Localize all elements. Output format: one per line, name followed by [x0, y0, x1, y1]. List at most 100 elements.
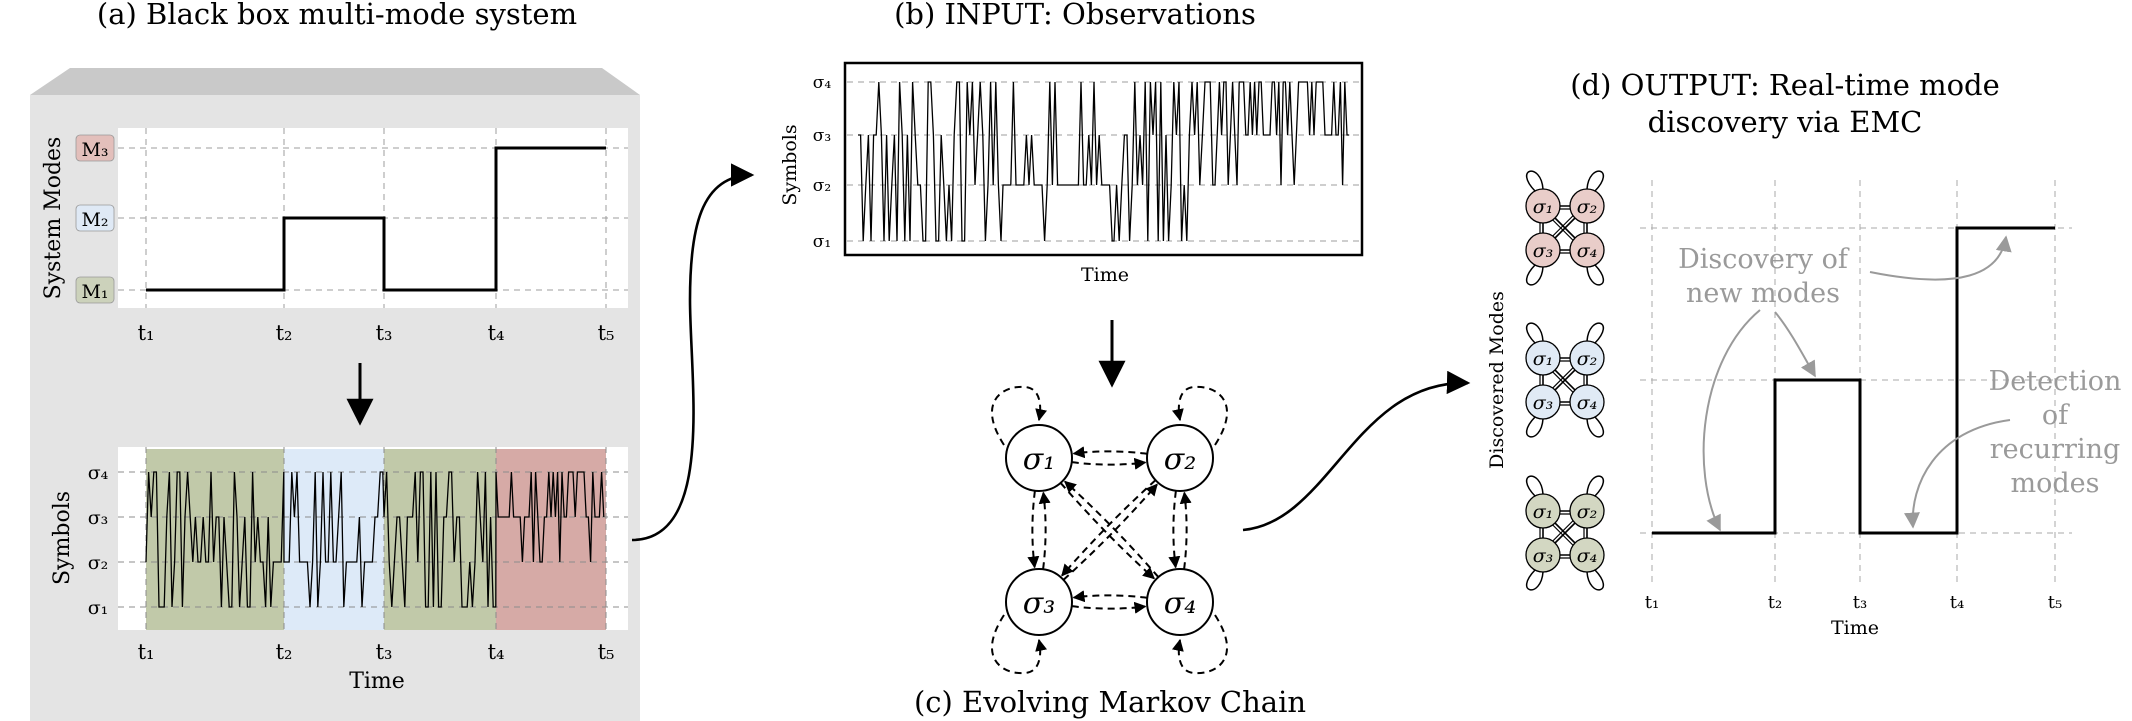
- annotation-arrow-3: [1869, 235, 2012, 281]
- box-top-bevel: [30, 68, 640, 95]
- mini-self-loop: [1586, 416, 1605, 438]
- time-axis-label-a: Time: [349, 669, 405, 694]
- mini-self-loop: [1525, 475, 1544, 497]
- discovered-time-ticks: t₁ t₂ t₃ t₄ t₅: [1645, 592, 2062, 613]
- mini-self-loop: [1525, 416, 1544, 438]
- panel-b-title: (b) INPUT: Observations: [894, 0, 1256, 31]
- mode-badge: [75, 276, 115, 304]
- mini-self-loop: [1586, 322, 1605, 344]
- symbol-tick-label: σ₃: [88, 507, 109, 529]
- annotation-arrow-4: [1904, 419, 2011, 529]
- mini-state-label: σ₂: [1577, 501, 1598, 523]
- transition-arrow: [1168, 490, 1181, 569]
- symbol-series-a: [145, 471, 605, 608]
- transition-arrow: [1071, 601, 1147, 614]
- annotation-detection-line2: of: [2042, 400, 2070, 431]
- annotation-detection-line3: recurring: [1990, 434, 2121, 465]
- state-node: [1146, 568, 1214, 636]
- observation-symbol-ticks: σ₁ σ₂ σ₃ σ₄: [813, 73, 832, 252]
- mini-self-loop: [1586, 475, 1605, 497]
- mini-state-label: σ₁: [1533, 348, 1554, 370]
- time-tick-label: t₂: [276, 640, 293, 664]
- mini-state-label: σ₄: [1577, 240, 1598, 262]
- mini-state-label: σ₃: [1533, 240, 1554, 262]
- mini-state-node: [1525, 188, 1561, 224]
- time-tick-label: t₄: [1950, 592, 1964, 613]
- mini-state-label: σ₂: [1577, 348, 1598, 370]
- mode-badge: [75, 134, 115, 162]
- state-node: [1005, 568, 1073, 636]
- mode-segment: [284, 449, 384, 630]
- mini-self-loop: [1525, 170, 1544, 192]
- observation-series: [858, 81, 1350, 242]
- transition-arrow: [1071, 457, 1147, 470]
- discovered-time-label: Time: [1831, 617, 1879, 639]
- mode-badge-label: M₃: [81, 139, 108, 161]
- mini-state-node: [1525, 232, 1561, 268]
- arrow-a-to-b: [631, 163, 755, 542]
- transition-arrow: [1072, 590, 1148, 603]
- system-modes-axis-label: System Modes: [41, 137, 66, 300]
- symbol-tick-label: σ₄: [813, 73, 832, 93]
- mini-state-node: [1569, 537, 1605, 573]
- transition-arrow: [1027, 490, 1040, 569]
- symbol-tick-label: σ₂: [813, 176, 831, 196]
- time-tick-label: t₁: [138, 321, 155, 345]
- time-tick-label: t₁: [138, 640, 155, 664]
- annotation-discovery-line2: new modes: [1686, 278, 1840, 309]
- state-node: [1005, 424, 1073, 492]
- mini-self-loop: [1525, 264, 1544, 286]
- annotation-discovery-line1: Discovery of: [1678, 244, 1850, 275]
- symbol-tick-label: σ₄: [88, 462, 109, 484]
- mode-badge-label: M₂: [81, 209, 108, 231]
- time-tick-label: t₅: [598, 640, 615, 664]
- symbol-tick-label: σ₃: [813, 126, 831, 146]
- symbol-ticks-a: σ₁ σ₂ σ₃ σ₄: [88, 462, 109, 619]
- mini-state-label: σ₃: [1533, 392, 1554, 414]
- discovered-modes-axis-label: Discovered Modes: [1486, 291, 1508, 469]
- transition-arrow: [1059, 482, 1155, 580]
- transition-arrow: [1061, 479, 1157, 577]
- mode-badge-label: M₁: [81, 281, 108, 303]
- mini-self-loop: [1586, 170, 1605, 192]
- mini-state-node: [1569, 384, 1605, 420]
- time-tick-label: t₅: [2048, 592, 2062, 613]
- annotation-detection-line4: modes: [2011, 468, 2100, 499]
- mini-state-label: σ₄: [1577, 545, 1598, 567]
- time-tick-label: t₁: [1645, 592, 1659, 613]
- state-label: σ₁: [1023, 442, 1056, 477]
- mini-self-loop: [1525, 569, 1544, 591]
- annotation-arrow-1: [1702, 309, 1761, 532]
- annotation-detection-line1: Detection: [1989, 366, 2122, 397]
- transition-arrow: [1038, 491, 1051, 570]
- mini-state-node: [1525, 537, 1561, 573]
- mini-self-loop: [1525, 322, 1544, 344]
- time-tick-label: t₃: [376, 640, 393, 664]
- mini-state-node: [1525, 340, 1561, 376]
- panel-a: (a) Black box multi-mode system System M…: [30, 0, 640, 721]
- state-node: [1146, 424, 1214, 492]
- symbol-tick-label: σ₁: [813, 232, 831, 252]
- time-tick-label: t₂: [1768, 592, 1782, 613]
- mini-state-label: σ₄: [1577, 392, 1598, 414]
- time-tick-label: t₄: [488, 321, 505, 345]
- mini-self-loop: [1586, 264, 1605, 286]
- transition-arrow: [1062, 483, 1158, 581]
- time-tick-label: t₂: [276, 321, 293, 345]
- symbol-tick-label: σ₂: [88, 552, 109, 574]
- state-label: σ₃: [1023, 586, 1056, 621]
- mini-state-label: σ₂: [1577, 196, 1598, 218]
- state-label: σ₂: [1164, 442, 1197, 477]
- observation-x-label: Time: [1081, 264, 1129, 286]
- time-tick-label: t₃: [1853, 592, 1867, 613]
- mini-self-loop: [1586, 569, 1605, 591]
- panel-c-title: (c) Evolving Markov Chain: [914, 685, 1306, 719]
- mini-state-node: [1569, 340, 1605, 376]
- time-tick-label: t₄: [488, 640, 505, 664]
- time-tick-label: t₃: [376, 321, 393, 345]
- symbols-axis-label-a: Symbols: [50, 491, 75, 585]
- system-mode-step-line: [146, 146, 606, 292]
- panel-b: (b) INPUT: Observations σ₁ σ₂ σ₃ σ₄ Symbols…: [779, 0, 1364, 388]
- transition-arrow: [1064, 480, 1160, 578]
